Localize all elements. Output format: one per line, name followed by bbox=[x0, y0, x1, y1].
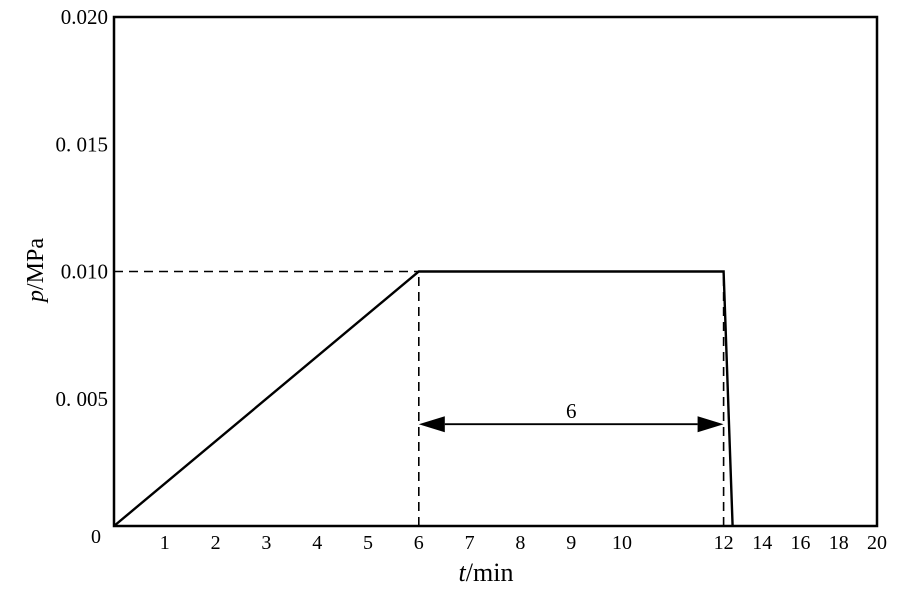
x-axis-unit: /min bbox=[466, 558, 514, 587]
y-axis-variable: p bbox=[23, 290, 49, 304]
y-tick-label: 0.020 bbox=[61, 5, 108, 29]
x-axis-label: t/min bbox=[459, 558, 514, 587]
annotation-group: 6 bbox=[418, 399, 724, 433]
x-tick-label: 14 bbox=[752, 532, 772, 554]
x-tick-label: 20 bbox=[867, 532, 887, 554]
x-axis-variable: t bbox=[459, 558, 467, 587]
y-tick-label: 0. 005 bbox=[56, 387, 109, 411]
y-axis-label: p/MPa bbox=[23, 238, 49, 304]
guide-lines bbox=[114, 270, 725, 526]
x-tick-label: 0 bbox=[91, 526, 101, 548]
series-group bbox=[113, 270, 734, 527]
x-tick-label: 5 bbox=[363, 532, 373, 554]
x-tick-label: 8 bbox=[515, 532, 525, 554]
y-tick-label: 0. 015 bbox=[56, 132, 109, 156]
x-tick-label: 9 bbox=[566, 532, 576, 554]
dimension-label: 6 bbox=[566, 399, 577, 423]
x-tick-label: 6 bbox=[414, 532, 424, 554]
y-tick-labels: 0. 005 0.010 0. 015 0.020 bbox=[56, 5, 109, 411]
x-tick-label: 3 bbox=[261, 532, 271, 554]
y-axis-unit: /MPa bbox=[23, 238, 49, 290]
x-tick-label: 12 bbox=[714, 532, 734, 554]
x-tick-label: 16 bbox=[791, 532, 811, 554]
x-tick-label: 10 bbox=[612, 532, 632, 554]
x-tick-label: 1 bbox=[160, 532, 170, 554]
x-tick-label: 7 bbox=[465, 532, 475, 554]
series-line-0 bbox=[113, 270, 734, 527]
x-tick-label: 4 bbox=[312, 532, 322, 554]
x-tick-labels: 0 1 2 3 4 5 6 7 8 9 10 12 14 16 18 20 bbox=[91, 526, 887, 554]
x-tick-label: 18 bbox=[829, 532, 849, 554]
arrowhead-left bbox=[418, 416, 445, 433]
x-tick-label: 2 bbox=[211, 532, 221, 554]
y-tick-label: 0.010 bbox=[61, 260, 108, 284]
arrowhead-right bbox=[697, 416, 724, 433]
